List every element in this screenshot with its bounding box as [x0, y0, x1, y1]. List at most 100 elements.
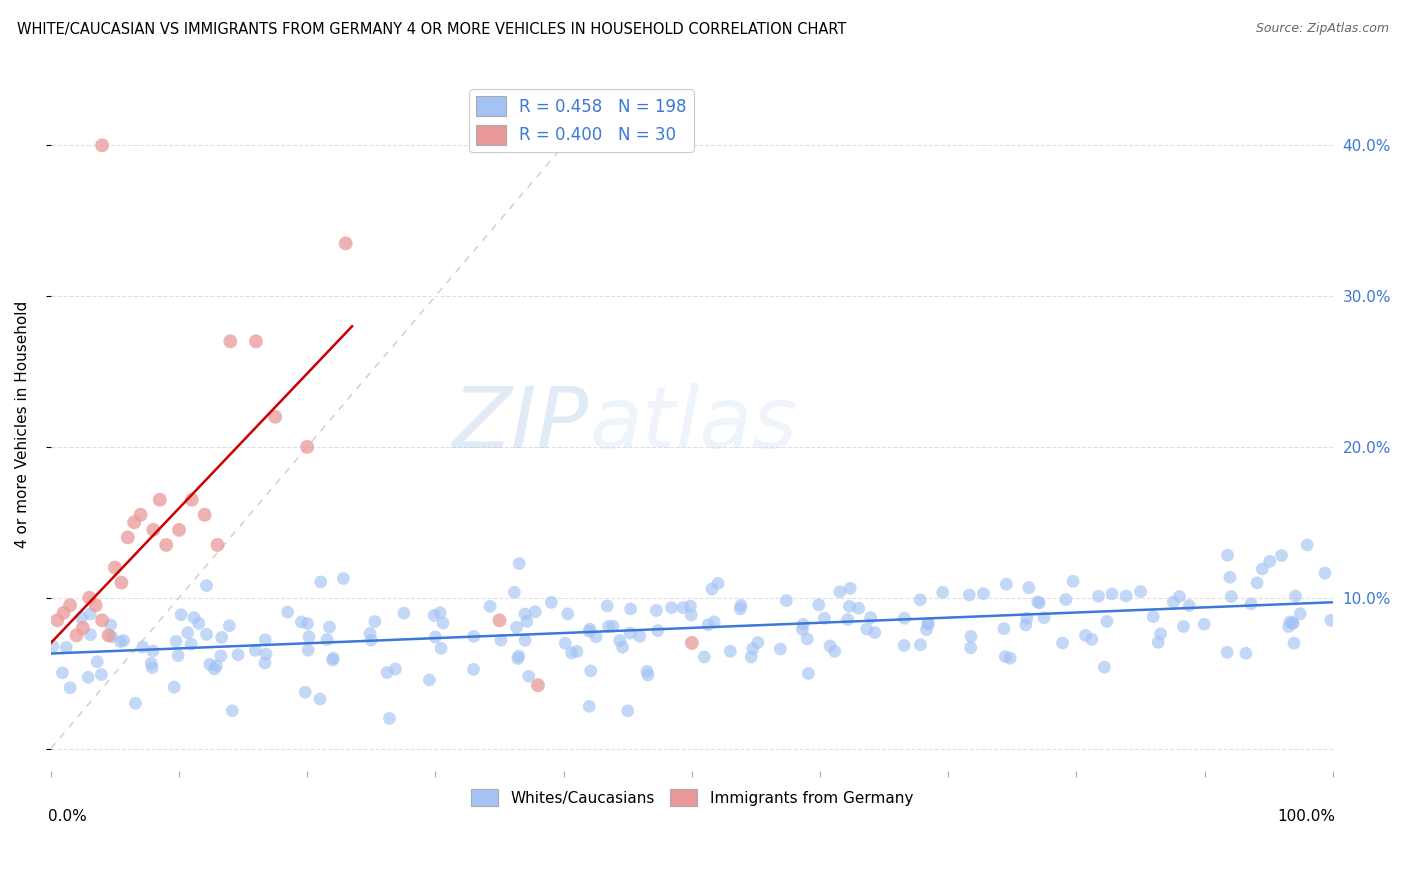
Point [807, 598, 830, 612]
Point [995, 577, 1018, 591]
Point [1281, 615, 1303, 630]
Point [195, 627, 218, 641]
Point [703, 615, 725, 629]
Point [1246, 575, 1268, 590]
Point [1095, 615, 1118, 629]
Point [51, 665, 73, 680]
Point [180, 492, 202, 507]
Point [423, 608, 446, 623]
Point [1129, 584, 1152, 599]
Point [70, 610, 93, 624]
Point [859, 610, 882, 624]
Point [681, 636, 703, 650]
Point [202, 662, 225, 676]
Point [769, 642, 792, 657]
Point [335, 236, 357, 251]
Point [316, 632, 339, 647]
Point [86, 655, 108, 669]
Point [578, 624, 600, 639]
Point [1033, 611, 1056, 625]
Point [132, 640, 155, 654]
Point [728, 602, 751, 616]
Point [839, 582, 862, 596]
Point [1163, 595, 1185, 609]
Point [517, 669, 540, 683]
Point [322, 653, 344, 667]
Point [596, 599, 619, 613]
Point [219, 334, 242, 349]
Point [253, 656, 276, 670]
Point [645, 603, 668, 617]
Point [993, 622, 1015, 636]
Point [290, 615, 312, 629]
Point [506, 651, 529, 665]
Point [508, 648, 530, 663]
Point [52, 606, 75, 620]
Point [90, 667, 112, 681]
Point [110, 575, 132, 590]
Point [226, 648, 249, 662]
Point [297, 616, 319, 631]
Point [960, 629, 983, 643]
Point [1074, 628, 1097, 642]
Point [579, 664, 602, 678]
Point [863, 625, 886, 640]
Point [636, 665, 658, 679]
Point [479, 599, 502, 614]
Point [332, 571, 354, 585]
Point [1251, 562, 1274, 576]
Point [141, 661, 163, 675]
Point [1240, 597, 1263, 611]
Point [1178, 599, 1201, 613]
Point [117, 530, 139, 544]
Point [195, 578, 218, 592]
Point [747, 635, 769, 649]
Point [392, 606, 415, 620]
Point [384, 662, 406, 676]
Point [59, 681, 82, 695]
Point [245, 643, 267, 657]
Point [718, 644, 741, 658]
Point [1220, 590, 1243, 604]
Point [1015, 611, 1038, 625]
Point [418, 673, 440, 687]
Point [565, 644, 588, 658]
Point [198, 657, 221, 672]
Point [375, 665, 398, 680]
Point [183, 610, 205, 624]
Point [122, 516, 145, 530]
Point [298, 630, 321, 644]
Point [837, 613, 859, 627]
Text: 0.0%: 0.0% [48, 809, 87, 824]
Point [609, 633, 631, 648]
Point [254, 632, 277, 647]
Point [1147, 635, 1170, 649]
Point [91, 613, 114, 627]
Point [1052, 636, 1074, 650]
Point [277, 605, 299, 619]
Point [1234, 646, 1257, 660]
Point [848, 601, 870, 615]
Point [1320, 613, 1343, 627]
Point [1018, 581, 1040, 595]
Point [1115, 589, 1137, 603]
Point [505, 620, 527, 634]
Point [42, 639, 65, 653]
Point [1216, 548, 1239, 562]
Point [620, 602, 643, 616]
Point [359, 626, 381, 640]
Point [209, 648, 232, 663]
Point [378, 711, 401, 725]
Point [893, 611, 915, 625]
Point [661, 600, 683, 615]
Point [1296, 538, 1319, 552]
Point [309, 574, 332, 589]
Point [797, 666, 820, 681]
Point [707, 576, 730, 591]
Point [527, 678, 550, 692]
Point [1054, 592, 1077, 607]
Point [110, 634, 132, 648]
Y-axis label: 4 or more Vehicles in Household: 4 or more Vehicles in Household [15, 301, 30, 548]
Point [957, 588, 980, 602]
Point [1026, 595, 1049, 609]
